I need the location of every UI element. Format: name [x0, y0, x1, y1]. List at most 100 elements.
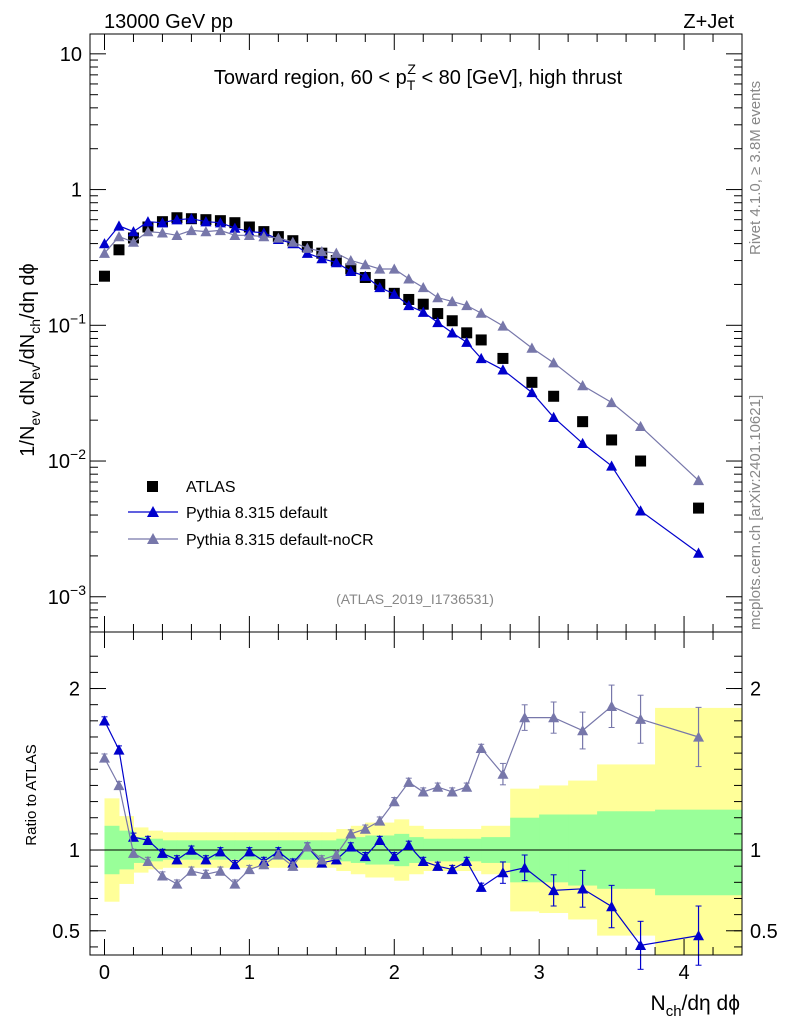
main-ytick-label: 10−3	[48, 582, 86, 609]
default-point	[214, 217, 226, 228]
ratio-default-point	[693, 930, 705, 941]
ratio-nocr-point	[171, 878, 183, 889]
ylabel-part-0: 1/N	[17, 426, 39, 457]
ratio-default-point	[432, 860, 444, 871]
default-point	[446, 327, 458, 338]
rivet-label: Rivet 4.1.0, ≥ 3.8M events	[747, 81, 764, 255]
xlabel-part-1: ch	[666, 1003, 682, 1020]
nocr-point	[330, 247, 342, 258]
default-point	[635, 505, 647, 516]
atlas-point	[417, 298, 429, 310]
ratio-default-point	[229, 859, 241, 870]
default-point	[359, 270, 371, 281]
x-axis-label: Nch/dη dϕ	[651, 992, 740, 1020]
ratio-ytick-label: 0.5	[52, 921, 80, 943]
default-point	[229, 222, 241, 233]
nocr-point	[127, 236, 139, 247]
ratio-default-point	[113, 744, 125, 755]
nocr-point	[693, 474, 705, 486]
atlas-point	[461, 327, 473, 339]
default-point	[432, 316, 444, 328]
ratio-nocr-point	[359, 823, 371, 834]
default-point	[374, 281, 386, 293]
x-tick-label: 3	[534, 962, 545, 984]
ratio-ytick-label: 2	[69, 679, 80, 701]
nocr-point	[635, 420, 647, 432]
atlas-point	[98, 270, 110, 282]
legend-label-default: Pythia 8.315 default	[186, 505, 328, 522]
ratio-nocr-point	[693, 731, 705, 742]
nocr-point	[432, 292, 444, 303]
default-point	[497, 364, 509, 375]
x-tick-label: 1	[244, 962, 255, 984]
ratio-default-point	[156, 847, 168, 858]
default-point	[171, 214, 183, 225]
nocr-point	[475, 307, 487, 318]
main-ylabel: 1/Nev dNev/dNch/dη dϕ	[17, 263, 43, 456]
default-point	[388, 288, 400, 299]
ratio-ytick-label-right: 2	[750, 679, 761, 701]
ratio-default-point	[388, 850, 400, 862]
ratio-nocr-point	[127, 847, 139, 858]
default-point	[417, 306, 429, 317]
ratio-default-point	[214, 846, 226, 857]
ratio-default-point	[171, 854, 183, 865]
default-point	[606, 460, 618, 471]
ratio-nocr-point	[287, 860, 299, 871]
ratio-default-point	[519, 862, 531, 873]
ratio-axes: 0.5 0.5 1 1 2 2 0 1 2 3 4	[52, 631, 778, 984]
plot-title: Toward region, 60 < pTZ < 80 [GeV], high…	[214, 61, 623, 93]
nocr-point	[403, 273, 415, 284]
ratio-ylabel: Ratio to ATLAS	[23, 744, 40, 845]
ylabel-part-2: dN	[17, 380, 39, 411]
ratio-series	[98, 684, 705, 970]
nocr-point	[359, 259, 371, 270]
ratio-nocr-point	[461, 781, 473, 792]
legend-label-nocr: Pythia 8.315 default-noCR	[186, 532, 374, 549]
nocr-point	[316, 245, 328, 257]
ratio-nocr-point	[374, 815, 386, 826]
ratio-default-point	[635, 939, 647, 950]
ratio-nocr-point	[98, 752, 110, 763]
ratio-default-point	[374, 834, 386, 846]
nocr-point	[142, 226, 154, 237]
ratio-nocr-point	[577, 725, 589, 736]
ratio-nocr-point	[258, 859, 270, 870]
ratio-default-point	[417, 855, 429, 867]
atlas-point	[403, 293, 415, 305]
ratio-line-series-1	[103, 705, 699, 885]
nocr-point	[200, 226, 212, 237]
atlas-point	[475, 334, 487, 346]
atlas-point	[526, 376, 538, 388]
main-ytick-label: 10	[60, 44, 82, 66]
nocr-point	[388, 263, 400, 274]
nocr-point	[301, 242, 313, 253]
ratio-default-point	[475, 881, 487, 892]
legend-marker-default	[147, 506, 159, 517]
ratio-nocr-point	[446, 786, 458, 797]
nocr-point	[526, 342, 538, 353]
ratio-line-series-0	[103, 720, 699, 946]
ratio-default-point	[345, 841, 357, 852]
ratio-default-point	[548, 884, 560, 896]
nocr-point	[374, 263, 386, 274]
default-point	[345, 265, 357, 276]
x-tick-label: 2	[389, 962, 400, 984]
ratio-nocr-point	[156, 870, 168, 881]
ratio-nocr-point	[214, 865, 226, 876]
ratio-default-point	[200, 854, 212, 865]
ylabel-part-6: /dη dϕ	[17, 263, 39, 319]
default-point	[693, 547, 705, 558]
legend-marker-nocr	[147, 533, 159, 544]
ratio-frame	[89, 631, 743, 956]
ratio-default-point	[577, 883, 589, 894]
main-ytick-label: 10−2	[48, 446, 86, 473]
legend-label-atlas: ATLAS	[186, 479, 236, 496]
legend: ATLAS Pythia 8.315 default Pythia 8.315 …	[128, 479, 374, 549]
ratio-default-point	[142, 834, 154, 846]
nocr-point	[258, 231, 270, 242]
atlas-point	[606, 434, 618, 446]
ratio-nocr-point	[330, 849, 342, 860]
ratio-nocr-point	[497, 768, 509, 779]
ratio-ytick-label-right: 1	[750, 840, 761, 862]
